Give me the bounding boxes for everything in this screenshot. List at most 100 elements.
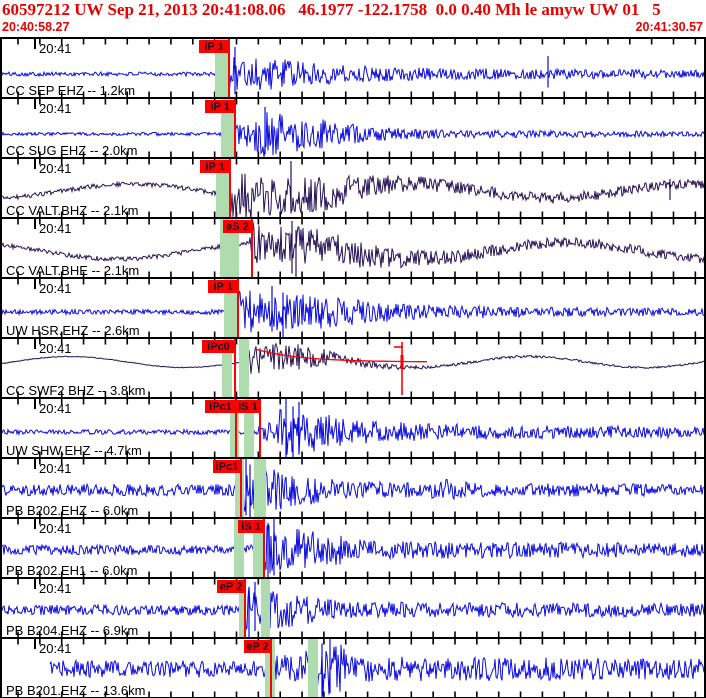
phase-pick-line[interactable] [228, 39, 230, 97]
station-label: CC VALT.BHE -- 2.1km [6, 263, 140, 277]
phase-pick-label: iP 1 [213, 280, 233, 293]
phase-pick-line[interactable] [244, 579, 246, 637]
waveform-plot [2, 39, 704, 97]
waveform-plot [2, 99, 704, 157]
minute-label: 20:41 [39, 521, 72, 536]
phase-pick-line[interactable] [237, 279, 239, 337]
pick-window-band [253, 519, 265, 577]
phase-pick-line[interactable] [259, 399, 261, 457]
minute-label: 20:41 [39, 101, 72, 116]
station-label: PB B202.EH1 -- 6.0km [6, 563, 138, 577]
minute-label: 20:41 [39, 41, 72, 56]
phase-pick-flag[interactable]: eP 2 [244, 640, 271, 653]
time-window-bar: 20:40:58.27 20:41:30.57 [0, 20, 706, 36]
phase-pick-line[interactable] [251, 219, 253, 277]
phase-pick-flag[interactable]: iP 1 [208, 280, 238, 293]
minute-label: 20:41 [39, 581, 72, 596]
trace-panel-8[interactable]: 20:41 PB B202.EHZ -- 6.0km iPc1 [2, 457, 704, 517]
phase-pick-flag[interactable]: eP 2 [217, 580, 245, 593]
pick-window-band [235, 459, 244, 517]
phase-pick-line[interactable] [234, 99, 236, 157]
minute-label: 20:41 [39, 161, 72, 176]
waveform-plot [17, 639, 704, 697]
pick-window-band [220, 219, 239, 277]
phase-pick-label: eP 2 [246, 640, 269, 653]
phase-pick-label: iPc0 [207, 340, 230, 353]
station-label: CC SEP EHZ -- 1.2km [6, 83, 136, 97]
phase-pick-flag[interactable]: iPc1 [213, 460, 241, 473]
phase-pick-line[interactable] [235, 399, 237, 457]
trace-panel-list: 20:41 CC SEP EHZ -- 1.2km iP 1 20:41 CC … [0, 37, 706, 698]
minute-label: 20:41 [39, 461, 72, 476]
minute-label: 20:41 [39, 641, 72, 656]
window-start-time: 20:40:58.27 [2, 20, 70, 34]
phase-pick-flag[interactable]: iP 1 [205, 100, 235, 113]
pick-window-band [234, 519, 244, 577]
minute-label: 20:41 [39, 341, 72, 356]
phase-pick-label: iS 1 [241, 520, 261, 533]
phase-pick-flag[interactable]: iPc0 [202, 340, 235, 353]
waveform-plot [2, 459, 704, 517]
phase-pick-label: eP 2 [219, 580, 243, 593]
minute-label: 20:41 [39, 221, 72, 236]
waveform-plot [2, 339, 704, 397]
phase-pick-line[interactable] [270, 639, 272, 697]
station-label: PB B204.EHZ -- 6.9km [6, 623, 139, 637]
minute-label: 20:41 [39, 281, 72, 296]
phase-pick-label: iPc1 [215, 460, 239, 473]
trace-panel-4[interactable]: 20:41 CC VALT.BHE -- 2.1km eS 2 [2, 217, 704, 277]
pick-window-band [239, 339, 249, 397]
phase-pick-flag[interactable]: eS 2 [223, 220, 252, 233]
phase-pick-flag[interactable]: iP 1 [200, 160, 230, 173]
trace-panel-6[interactable]: 20:41 CC SWF2 BHZ -- 3.8km iPc0 [2, 337, 704, 397]
phase-pick-line[interactable] [263, 519, 265, 577]
phase-pick-flag[interactable]: iS 1 [236, 400, 260, 413]
phase-pick-line[interactable] [234, 339, 236, 397]
waveform-plot [2, 279, 704, 337]
event-summary-header: 60597212 UW Sep 21, 2013 20:41:08.06 46.… [2, 0, 661, 19]
phase-pick-label: eS 2 [226, 220, 249, 233]
coda-decay-curve [254, 348, 427, 363]
trace-panel-9[interactable]: 20:41 PB B202.EH1 -- 6.0km iS 1 [2, 517, 704, 577]
phase-pick-label: iS 1 [238, 400, 258, 413]
trace-panel-3[interactable]: 20:41 CC VALT.BHZ -- 2.1km iP 1 [2, 157, 704, 217]
phase-pick-label: iPc1 [209, 400, 232, 413]
pick-window-band [239, 579, 246, 637]
trace-panel-10[interactable]: 20:41 PB B204.EHZ -- 6.9km eP 2 [2, 577, 704, 637]
waveform-plot [2, 159, 704, 217]
station-label: UW SHW.EHZ -- 4.7km [6, 443, 142, 457]
phase-pick-line[interactable] [229, 159, 231, 217]
station-label: CC VALT.BHZ -- 2.1km [6, 203, 139, 217]
pick-window-band [221, 99, 235, 157]
phase-pick-line[interactable] [240, 459, 242, 517]
pick-window-band [216, 159, 230, 217]
trace-panel-11[interactable]: 20:41 PB B201.EHZ -- 13.6km eP 2 [2, 637, 704, 697]
station-label: CC SUG EHZ -- 2.0km [6, 143, 138, 157]
pick-window-band [222, 339, 232, 397]
pick-window-band [308, 639, 318, 697]
trace-panel-1[interactable]: 20:41 CC SEP EHZ -- 1.2km iP 1 [2, 37, 704, 97]
phase-pick-label: iP 1 [205, 160, 225, 173]
phase-pick-label: iP 1 [210, 100, 230, 113]
trace-panel-5[interactable]: 20:41 UW HSR.EHZ -- 2.6km iP 1 [2, 277, 704, 337]
station-label: UW HSR.EHZ -- 2.6km [6, 323, 140, 337]
trace-panel-2[interactable]: 20:41 CC SUG EHZ -- 2.0km iP 1 [2, 97, 704, 157]
pick-window-band [224, 279, 238, 337]
phase-pick-flag[interactable]: iS 1 [238, 520, 264, 533]
trace-panel-7[interactable]: 20:41 UW SHW.EHZ -- 4.7km iPc1 iS 1 [2, 397, 704, 457]
station-label: PB B201.EHZ -- 13.6km [6, 683, 146, 697]
pick-window-band [254, 459, 266, 517]
pick-window-band [244, 399, 254, 457]
station-label: PB B202.EHZ -- 6.0km [6, 503, 139, 517]
phase-pick-flag[interactable]: iP 1 [199, 40, 229, 53]
pick-window-band [215, 39, 229, 97]
waveform-plot [2, 579, 704, 637]
phase-pick-flag[interactable]: iPc1 [205, 400, 236, 413]
coda-duration-handle [400, 355, 404, 369]
pick-window-band [230, 399, 239, 457]
window-end-time: 20:41:30.57 [635, 20, 703, 34]
waveform-plot [2, 519, 704, 577]
minute-label: 20:41 [39, 401, 72, 416]
pick-window-band [261, 579, 270, 637]
